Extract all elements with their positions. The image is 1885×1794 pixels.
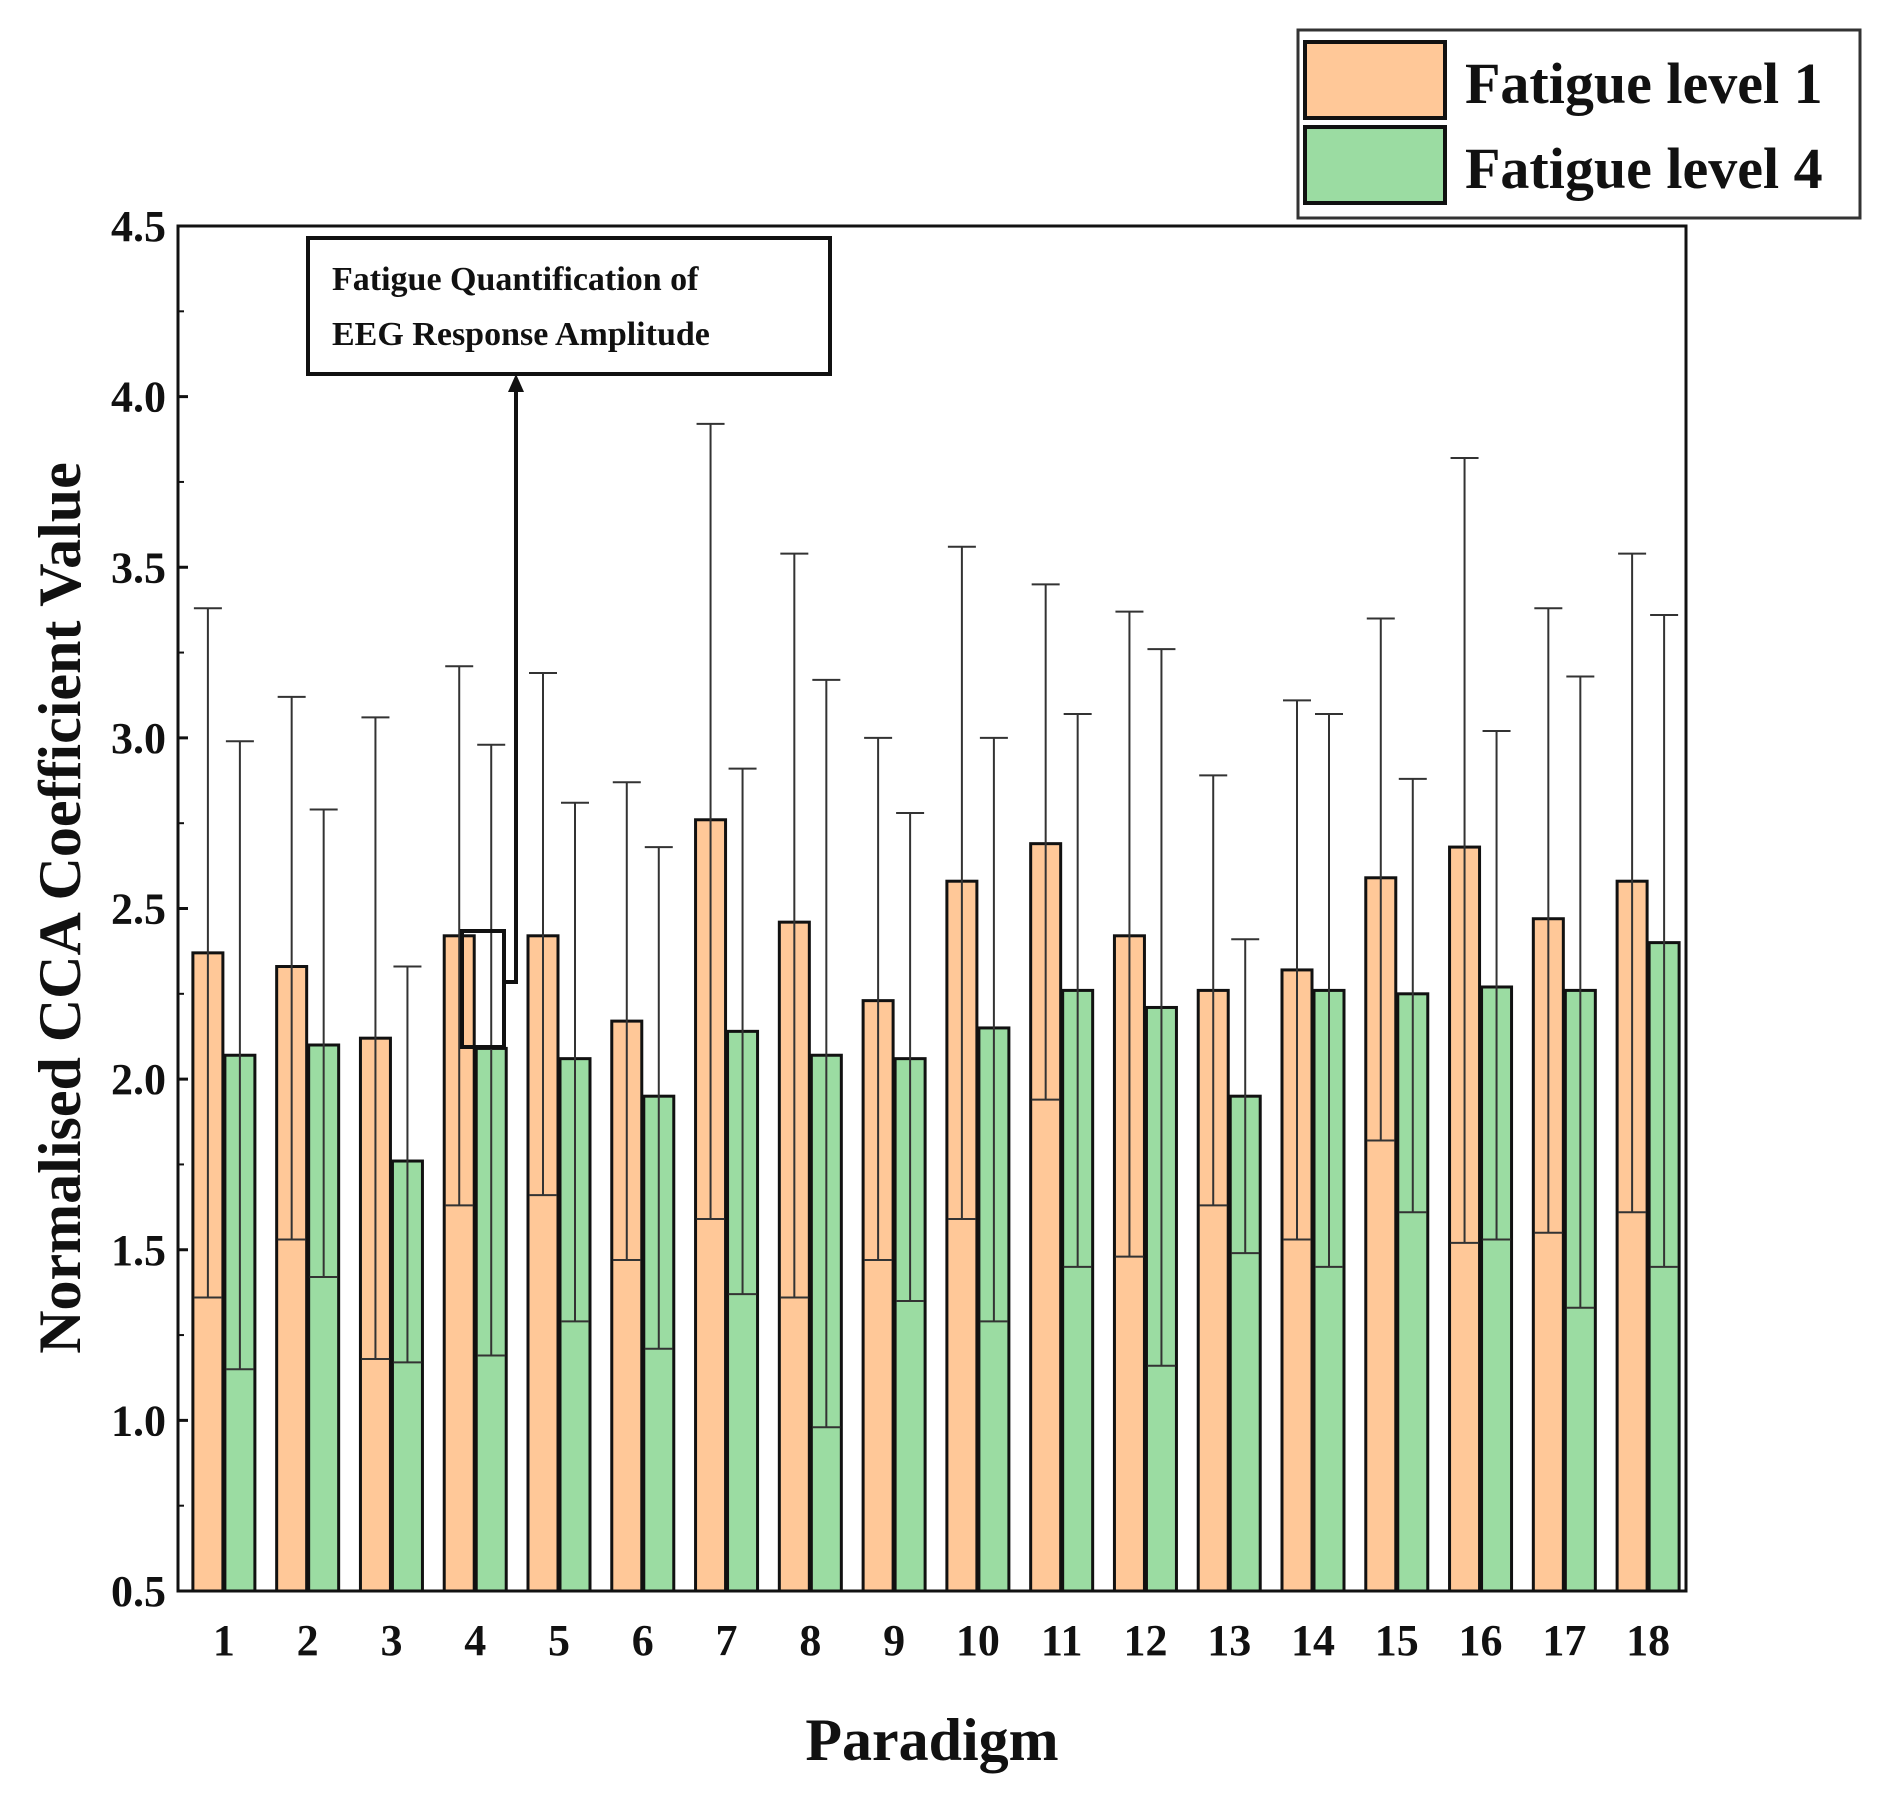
x-tick-label: 16: [1459, 1616, 1503, 1665]
annotation-line-1: Fatigue Quantification of: [332, 261, 699, 298]
y-tick-label: 4.0: [111, 373, 166, 422]
x-axis-title: Paradigm: [805, 1707, 1058, 1773]
y-tick-label: 4.5: [111, 202, 166, 251]
x-tick-label: 18: [1626, 1616, 1670, 1665]
y-tick-label: 3.0: [111, 714, 166, 763]
y-tick-label: 1.0: [111, 1396, 166, 1445]
y-tick-label: 3.5: [111, 543, 166, 592]
legend-swatch-fatigue-4: [1303, 125, 1447, 205]
x-tick-label: 2: [297, 1616, 319, 1665]
x-tick-label: 17: [1542, 1616, 1586, 1665]
x-tick-label: 10: [956, 1616, 1000, 1665]
annotation-highlight-box: [460, 929, 506, 1049]
annotation-arrowhead: [508, 374, 524, 392]
y-axis-title: Normalised CCA Coefficient Value: [27, 462, 93, 1354]
annotation-line-2: EEG Response Amplitude: [332, 316, 710, 353]
x-tick-label: 14: [1291, 1616, 1335, 1665]
y-tick-label: 2.0: [111, 1055, 166, 1104]
annotation-box: [306, 236, 832, 376]
x-tick-label: 7: [716, 1616, 738, 1665]
x-tick-label: 3: [380, 1616, 402, 1665]
x-tick-label: 4: [464, 1616, 486, 1665]
x-tick-label: 11: [1041, 1616, 1083, 1665]
x-tick-label: 5: [548, 1616, 570, 1665]
legend-swatch-fatigue-1: [1303, 40, 1447, 120]
annotation-arrow: [504, 382, 518, 984]
x-tick-label: 13: [1207, 1616, 1251, 1665]
y-tick-label: 2.5: [111, 885, 166, 934]
legend-label-fatigue-1: Fatigue level 1: [1465, 51, 1823, 116]
x-tick-label: 8: [799, 1616, 821, 1665]
legend-label-fatigue-4: Fatigue level 4: [1465, 136, 1823, 201]
y-tick-label: 1.5: [111, 1226, 166, 1275]
error-bars-layer: [193, 422, 1679, 1429]
annotation: Fatigue Quantification of EEG Response A…: [306, 236, 832, 1049]
y-tick-label: 0.5: [111, 1567, 166, 1616]
x-tick-label: 1: [213, 1616, 235, 1665]
y-axis: 0.5 1.0 1.5 2.0 2.5 3.0 3.5 4.0 4.5: [111, 202, 188, 1616]
x-axis: 1 2 3 4 5 6 7 8 9 10 11 12 13 14 15 16 17 18: [213, 1616, 1670, 1665]
x-tick-label: 9: [883, 1616, 905, 1665]
x-tick-label: 15: [1375, 1616, 1419, 1665]
legend: Fatigue level 1 Fatigue level 4: [1296, 28, 1862, 220]
x-tick-label: 12: [1123, 1616, 1167, 1665]
x-tick-label: 6: [632, 1616, 654, 1665]
